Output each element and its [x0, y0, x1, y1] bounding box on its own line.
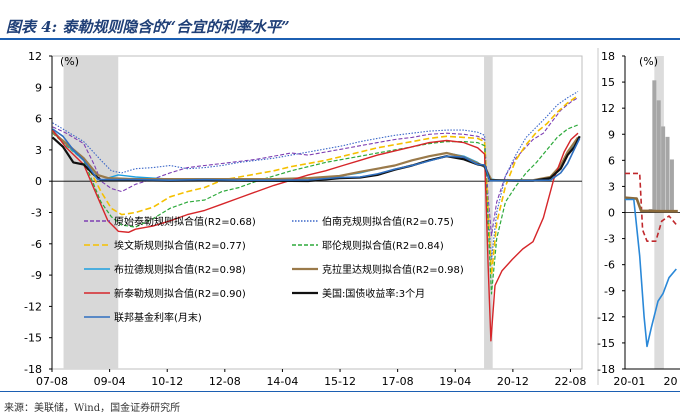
legend-label-4-0: 联邦基金利率(月末) [114, 311, 202, 324]
legend-label-1-1: 耶伦规则拟合值(R2=0.84) [322, 239, 444, 252]
x-tick-label-7: 19-04 [439, 375, 471, 388]
x-tick-label-9: 22-08 [554, 375, 586, 388]
inset-y-tick-label-7: -3 [604, 233, 615, 246]
footer-divider [0, 391, 680, 392]
inset-unit-label: (%) [639, 55, 658, 68]
legend-label-3-0: 新泰勒规则拟合值(R2=0.90) [114, 287, 246, 300]
series-line-0 [52, 97, 579, 237]
figure-title: 图表 4: 泰勒规则隐含的“合宜的利率水平” [6, 18, 290, 36]
inset-x-tick-label-1: 20 [663, 375, 677, 388]
source-note: 来源：美联储，Wind，国金证券研究所 [4, 403, 181, 414]
x-tick-label-2: 10-12 [151, 375, 183, 388]
inset-y-tick-label-10: -12 [597, 311, 615, 324]
y-tick-label-10: -18 [24, 363, 42, 376]
inset-y-tick-label-12: -18 [597, 363, 615, 376]
legend-label-0-1: 伯南克规则拟合值(R2=0.75) [322, 215, 454, 228]
y-tick-label-4: 0 [35, 175, 42, 188]
y-tick-label-6: -6 [31, 238, 42, 251]
legend-label-0-0: 原始泰勒规则拟合值(R2=0.68) [114, 215, 256, 228]
series-line-1 [52, 91, 579, 260]
series-line-7 [51, 135, 581, 183]
figure-header: 图表 4: 泰勒规则隐含的“合宜的利率水平” [0, 0, 680, 40]
x-tick-label-1: 09-04 [94, 375, 126, 388]
y-tick-label-8: -12 [24, 300, 42, 313]
inset-series-line-2 [625, 198, 677, 348]
series-line-3 [52, 124, 579, 295]
x-tick-label-3: 12-08 [209, 375, 241, 388]
series-line-8 [52, 128, 581, 182]
x-tick-label-6: 17-08 [382, 375, 414, 388]
inset-y-tick-label-5: 3 [608, 180, 615, 193]
inset-y-tick-label-2: 12 [601, 102, 615, 115]
legend-label-2-0: 布拉德规则拟合值(R2=0.98) [114, 263, 246, 276]
inset-bar-5 [669, 159, 674, 213]
inset-series-line-0 [625, 172, 679, 242]
y-tick-label-3: 3 [35, 144, 42, 157]
legend-label-1-0: 埃文斯规则拟合值(R2=0.77) [114, 239, 246, 252]
inset-x-tick-label-0: 20-01 [613, 375, 645, 388]
inset-y-tick-label-1: 15 [601, 76, 615, 89]
inset-series-line-1 [624, 196, 678, 213]
legend-label-3-1: 美国:国债收益率:3个月 [322, 287, 425, 300]
legend-label-2-1: 克拉里达规则拟合值(R2=0.98) [322, 263, 464, 276]
inset-bar-2 [656, 100, 661, 213]
y-tick-label-2: 6 [35, 113, 42, 126]
y-tick-label-7: -9 [31, 269, 42, 282]
x-tick-label-0: 07-08 [36, 375, 68, 388]
series-line-6 [52, 129, 579, 342]
title-divider [0, 38, 680, 40]
series-line-2 [52, 94, 579, 276]
x-tick-label-8: 20-12 [497, 375, 529, 388]
inset-y-tick-label-4: 6 [608, 154, 615, 167]
inset-y-tick-label-8: -6 [604, 259, 615, 272]
y-tick-label-1: 9 [35, 81, 42, 94]
recession-band-0 [63, 56, 119, 369]
y-tick-label-5: -3 [31, 207, 42, 220]
inset-bar-1 [652, 80, 657, 213]
x-tick-label-5: 15-12 [324, 375, 356, 388]
inset-bar-4 [665, 136, 670, 213]
y-tick-label-9: -15 [24, 332, 42, 345]
inset-bar-3 [661, 126, 666, 213]
inset-y-tick-label-0: 18 [601, 50, 615, 63]
inset-y-tick-label-11: -15 [597, 337, 615, 350]
main-unit-label: (%) [60, 55, 79, 68]
inset-y-tick-label-6: 0 [608, 207, 615, 220]
inset-y-tick-label-9: -9 [604, 285, 615, 298]
inset-y-tick-label-3: 9 [608, 128, 615, 141]
x-tick-label-4: 14-04 [266, 375, 298, 388]
y-tick-label-0: 12 [28, 50, 42, 63]
